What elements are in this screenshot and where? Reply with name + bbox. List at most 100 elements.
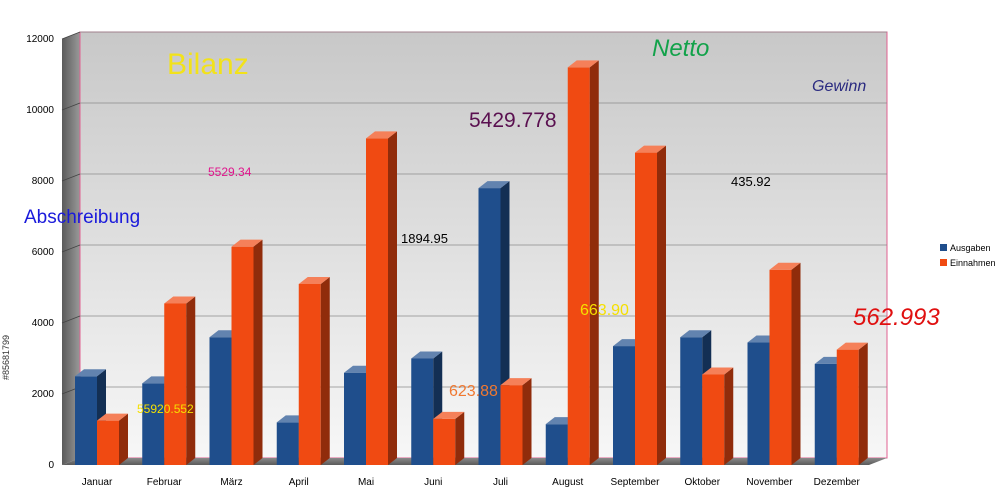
bar-front bbox=[209, 337, 232, 465]
x-axis: Januar Februar März April Mai Juni Juli August S… bbox=[82, 477, 861, 488]
annotation-text: Abschreibung bbox=[24, 207, 140, 228]
bar-side bbox=[119, 413, 128, 465]
bar-top bbox=[478, 181, 510, 189]
grid-line-side bbox=[61, 31, 81, 40]
legend-label: Einnahmen bbox=[950, 257, 996, 268]
annotation-text: Gewinn bbox=[812, 78, 866, 95]
bar-front bbox=[231, 246, 254, 465]
y-tick-label: 2000 bbox=[32, 389, 55, 400]
annotation-text: 623.88 bbox=[449, 383, 498, 400]
bar-top bbox=[366, 131, 397, 139]
bar-einnahmen-5 bbox=[433, 411, 465, 465]
legend-item-einnahmen: Einnahmen bbox=[940, 255, 996, 270]
x-tick-label: Juni bbox=[424, 477, 442, 488]
bar-front bbox=[411, 358, 434, 465]
grid-line-side bbox=[61, 173, 81, 182]
annotation-text: 663.90 bbox=[580, 302, 629, 319]
bar-top bbox=[231, 239, 263, 247]
bar-top bbox=[164, 296, 196, 304]
y-tick-label: 12000 bbox=[26, 34, 54, 45]
bar-top bbox=[836, 342, 868, 350]
bar-top bbox=[680, 330, 712, 338]
x-tick-label: August bbox=[552, 477, 583, 488]
bar-side bbox=[791, 262, 801, 465]
bar-side bbox=[858, 342, 868, 465]
bar-top bbox=[769, 262, 801, 270]
bar-front bbox=[635, 152, 657, 465]
bar-einnahmen-1 bbox=[164, 296, 196, 465]
bar-side bbox=[320, 276, 330, 465]
annotation-text: 5429.778 bbox=[469, 109, 557, 132]
bar-front bbox=[747, 342, 770, 465]
bar-top bbox=[411, 351, 443, 359]
bar-front bbox=[702, 374, 725, 465]
bar-side bbox=[388, 131, 397, 465]
bar-einnahmen-10 bbox=[769, 262, 801, 465]
y-tick-label: 4000 bbox=[32, 318, 55, 329]
x-tick-label: September bbox=[611, 477, 661, 488]
bar-einnahmen-6 bbox=[500, 378, 532, 465]
x-tick-label: Oktober bbox=[684, 477, 720, 488]
bar-einnahmen-2 bbox=[231, 239, 263, 465]
bar-side bbox=[522, 378, 532, 465]
bar-front bbox=[814, 363, 837, 465]
bar-top bbox=[702, 367, 734, 375]
bar-einnahmen-9 bbox=[702, 367, 734, 465]
bar-front bbox=[613, 346, 635, 465]
annotation-text: Bilanz bbox=[167, 48, 249, 81]
bar-front bbox=[433, 418, 456, 465]
annotation-text: 562.993 bbox=[853, 304, 940, 331]
x-tick-label: November bbox=[746, 477, 793, 488]
y-tick-label: 8000 bbox=[32, 176, 55, 187]
bar-front bbox=[298, 283, 321, 465]
legend: Ausgaben Einnahmen bbox=[940, 240, 996, 270]
bar-side bbox=[589, 60, 599, 466]
bar-front bbox=[500, 385, 523, 465]
bar-top bbox=[500, 378, 532, 386]
bar-einnahmen-7 bbox=[567, 60, 599, 466]
bar-front bbox=[545, 424, 568, 465]
y-tick-label: 10000 bbox=[26, 105, 54, 116]
bar-front bbox=[276, 422, 299, 465]
bar-einnahmen-8 bbox=[635, 145, 666, 465]
bar-side bbox=[455, 411, 465, 465]
bar-side bbox=[724, 367, 734, 465]
bar-front bbox=[567, 67, 590, 466]
annotation-text: 55920.552 bbox=[137, 402, 194, 416]
bar-front bbox=[344, 372, 366, 465]
bar-top bbox=[75, 369, 106, 377]
bar-front bbox=[478, 188, 501, 465]
bar-front bbox=[769, 269, 792, 465]
bar-top bbox=[635, 145, 666, 153]
bar-top bbox=[567, 60, 599, 68]
x-tick-label: Januar bbox=[82, 477, 113, 488]
grid-line-side bbox=[61, 102, 81, 111]
y-axis: 0 2000 4000 6000 8000 10000 12000 bbox=[26, 34, 54, 471]
bar-einnahmen-3 bbox=[298, 276, 330, 465]
x-tick-label: Mai bbox=[358, 477, 374, 488]
bar-einnahmen-0 bbox=[97, 413, 128, 465]
bar-top bbox=[97, 413, 128, 421]
annotation-text: 5529.34 bbox=[208, 165, 252, 179]
bar-einnahmen-4 bbox=[366, 131, 397, 465]
bar-front bbox=[680, 337, 703, 465]
bar-top bbox=[433, 411, 465, 419]
x-tick-label: Juli bbox=[493, 477, 508, 488]
bar-side bbox=[186, 296, 196, 465]
annotation-text: 1894.95 bbox=[401, 231, 448, 246]
annotations: Bilanz Netto Gewinn Abschreibung 5529.34 5429… bbox=[24, 35, 940, 416]
legend-item-ausgaben: Ausgaben bbox=[940, 240, 996, 255]
bar-front bbox=[164, 303, 187, 465]
y-tick-label: 0 bbox=[48, 460, 54, 471]
x-tick-label: Dezember bbox=[814, 477, 861, 488]
bar-front bbox=[97, 420, 119, 465]
annotation-text: 435.92 bbox=[731, 174, 771, 189]
bar-side bbox=[657, 145, 666, 465]
bar-top bbox=[298, 276, 330, 284]
legend-swatch bbox=[940, 244, 947, 251]
bar-front bbox=[836, 349, 859, 465]
legend-swatch bbox=[940, 259, 947, 266]
x-tick-label: Februar bbox=[147, 477, 183, 488]
bar-side bbox=[253, 239, 263, 465]
